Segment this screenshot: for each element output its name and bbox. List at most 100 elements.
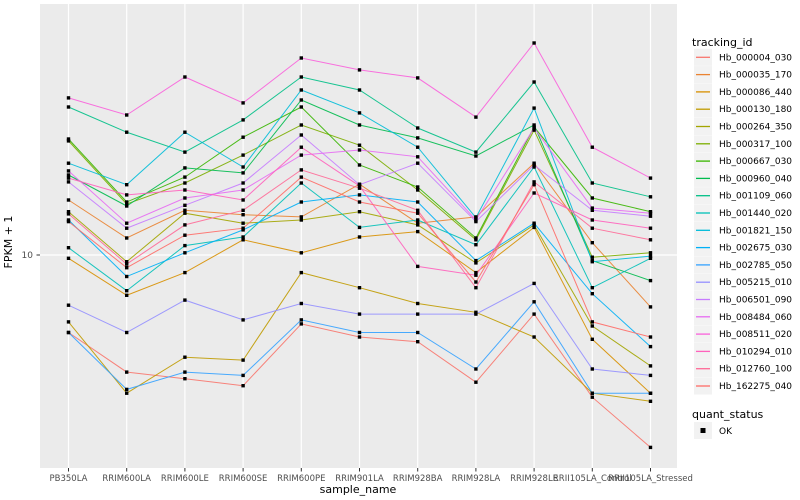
legend-label: Hb_002675_030 bbox=[719, 244, 792, 254]
data-point bbox=[357, 335, 362, 339]
x-tick-label: PB350LA bbox=[50, 474, 88, 484]
data-point bbox=[474, 150, 478, 154]
data-point bbox=[532, 281, 536, 286]
data-point bbox=[357, 193, 362, 197]
data-point bbox=[590, 395, 594, 399]
data-point bbox=[183, 243, 187, 248]
data-point bbox=[532, 300, 536, 304]
legend-label: Hb_008511_020 bbox=[719, 330, 792, 340]
legend-entry: Hb_008484_060 bbox=[694, 308, 792, 326]
legend-entry: Hb_000317_100 bbox=[694, 135, 792, 153]
data-point bbox=[299, 270, 303, 275]
data-point bbox=[357, 286, 362, 290]
data-point bbox=[532, 191, 536, 195]
data-point bbox=[474, 154, 478, 158]
legend-label: Hb_002785_050 bbox=[719, 261, 792, 271]
data-point bbox=[474, 286, 478, 290]
data-point bbox=[532, 41, 536, 45]
data-point bbox=[590, 320, 594, 324]
data-point bbox=[125, 130, 129, 134]
data-point bbox=[299, 88, 303, 92]
data-point bbox=[532, 128, 536, 132]
data-point bbox=[474, 312, 478, 316]
data-point bbox=[183, 233, 187, 237]
data-point bbox=[357, 88, 362, 92]
data-point bbox=[590, 196, 594, 200]
data-point bbox=[66, 137, 71, 141]
data-point bbox=[357, 123, 362, 127]
data-point bbox=[125, 370, 129, 374]
legend-label: Hb_000035_170 bbox=[719, 71, 792, 81]
data-point bbox=[416, 223, 420, 227]
data-point bbox=[183, 130, 187, 134]
data-point bbox=[357, 184, 362, 188]
data-point bbox=[590, 226, 594, 230]
data-point bbox=[183, 188, 187, 192]
x-tick-label: RRII105LA_Stressed bbox=[608, 474, 693, 484]
legend-label: Hb_000264_350 bbox=[719, 123, 792, 133]
data-point bbox=[241, 238, 245, 242]
data-point bbox=[474, 258, 478, 263]
data-point bbox=[532, 126, 536, 130]
data-point bbox=[66, 180, 71, 184]
data-point bbox=[416, 200, 420, 204]
data-point bbox=[125, 289, 129, 293]
legend-label: Hb_006501_090 bbox=[719, 296, 792, 306]
y-axis-title: FPKM + 1 bbox=[2, 216, 15, 269]
data-point bbox=[416, 330, 420, 335]
data-point bbox=[183, 211, 187, 215]
data-point bbox=[241, 235, 245, 239]
data-point bbox=[125, 202, 129, 206]
data-point bbox=[241, 358, 245, 362]
x-tick-label: RRIM928LA bbox=[452, 474, 501, 484]
data-point bbox=[299, 98, 303, 102]
data-point bbox=[299, 153, 303, 157]
data-point bbox=[299, 200, 303, 204]
data-point bbox=[66, 219, 71, 224]
legend-entry: Hb_000960_040 bbox=[694, 169, 792, 187]
data-point bbox=[66, 330, 71, 335]
data-point bbox=[66, 161, 71, 165]
data-point bbox=[183, 298, 187, 302]
legend-entry: Hb_000667_030 bbox=[694, 152, 792, 170]
data-point bbox=[357, 312, 362, 316]
data-point bbox=[299, 181, 303, 185]
data-point bbox=[590, 324, 594, 328]
data-point bbox=[125, 293, 129, 297]
legend-label: Hb_000667_030 bbox=[719, 157, 792, 167]
data-point bbox=[66, 105, 71, 109]
data-point bbox=[241, 318, 245, 322]
legend-entry: Hb_162275_040 bbox=[694, 377, 792, 395]
data-point bbox=[590, 337, 594, 341]
legend-entries: Hb_000004_030 Hb_000035_170 Hb_000086_440 H… bbox=[694, 48, 792, 395]
data-point bbox=[648, 305, 653, 309]
data-point bbox=[183, 208, 187, 212]
data-point bbox=[241, 165, 245, 169]
data-point bbox=[125, 266, 129, 270]
data-point bbox=[125, 262, 129, 266]
legend-entry: Hb_000130_180 bbox=[694, 100, 792, 118]
black-square-key-icon bbox=[700, 428, 706, 433]
legend-entry: Hb_000004_030 bbox=[694, 48, 792, 66]
data-point bbox=[357, 200, 362, 204]
data-point bbox=[416, 126, 420, 130]
data-point bbox=[125, 193, 129, 197]
legend-label: Hb_000130_180 bbox=[719, 105, 792, 115]
legend-label: Hb_012760_100 bbox=[719, 365, 792, 375]
data-point bbox=[241, 208, 245, 212]
data-point bbox=[357, 148, 362, 152]
data-point bbox=[648, 445, 653, 450]
data-point bbox=[241, 384, 245, 388]
data-point bbox=[532, 312, 536, 316]
data-point bbox=[648, 391, 653, 395]
data-points bbox=[66, 41, 653, 450]
data-point bbox=[474, 236, 478, 240]
data-point bbox=[590, 241, 594, 245]
legend-label: Hb_000317_100 bbox=[719, 140, 792, 150]
data-point bbox=[474, 270, 478, 275]
data-point bbox=[648, 335, 653, 339]
data-point bbox=[474, 218, 478, 222]
data-point bbox=[299, 322, 303, 326]
legend-label: Hb_005215_010 bbox=[719, 278, 792, 288]
data-point bbox=[299, 145, 303, 149]
